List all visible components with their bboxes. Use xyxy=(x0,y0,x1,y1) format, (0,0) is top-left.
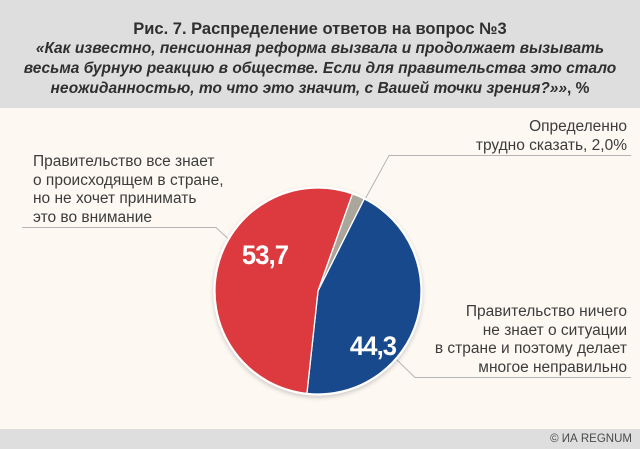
callout-knows-nothing: Правительство ничего не знает о ситуации… xyxy=(434,303,627,376)
footer-band: © ИА REGNUM xyxy=(0,429,640,449)
callout-knows-all: Правительство все знает о происходящем в… xyxy=(33,153,224,226)
callout-hard-to-say: Определенно трудно сказать, 2,0% xyxy=(475,118,627,154)
header-band: Рис. 7. Распределение ответов на вопрос … xyxy=(0,0,640,108)
pie-slice-knows-all xyxy=(214,187,354,395)
slice-value-knows-all: 53,7 xyxy=(241,240,289,270)
slice-value-knows-nothing: 44,3 xyxy=(349,331,397,361)
pie-slice-knows-nothing xyxy=(306,198,422,395)
chart-title: Рис. 7. Распределение ответов на вопрос … xyxy=(133,20,507,38)
source-credit: © ИА REGNUM xyxy=(550,433,632,445)
chart-subtitle-quote: «Как известно, пенсионная реформа вызвал… xyxy=(23,40,617,97)
chart-subtitle: «Как известно, пенсионная реформа вызвал… xyxy=(0,39,640,99)
chart-subtitle-unit: , % xyxy=(567,80,590,97)
leader-line-knows-all xyxy=(22,227,237,247)
leader-line-knows-nothing xyxy=(395,358,631,378)
leader-line-hard-to-say xyxy=(362,155,631,204)
pie-slices xyxy=(214,187,422,395)
